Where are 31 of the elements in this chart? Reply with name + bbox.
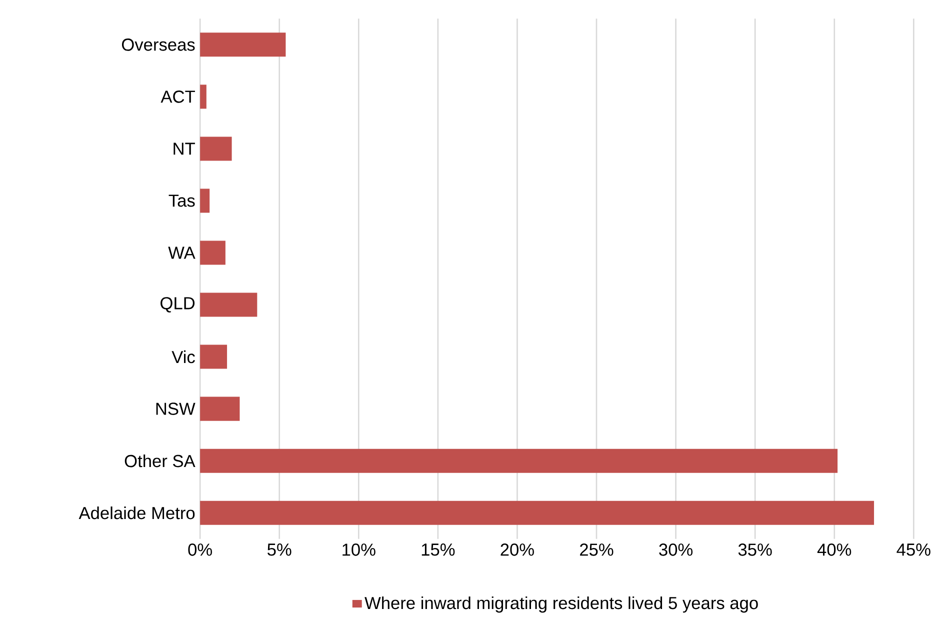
x-tick-label: 10% (342, 543, 376, 556)
x-tick-label: 35% (738, 543, 772, 556)
y-tick-label: ACT (160, 90, 195, 103)
x-tick-label: 15% (422, 543, 455, 556)
bar (200, 448, 838, 473)
x-tick-label: 40% (817, 543, 852, 556)
y-tick-label: QLD (160, 296, 195, 312)
bar (200, 136, 232, 161)
x-tick-label: 25% (580, 543, 614, 556)
x-tick-label: 45% (896, 543, 930, 556)
bar (200, 84, 206, 109)
bar (200, 500, 874, 525)
x-tick-label: 0% (188, 543, 212, 556)
y-tick-label: WA (168, 246, 196, 259)
bar (200, 240, 226, 265)
bar (200, 188, 210, 213)
y-tick-label: Overseas (122, 38, 195, 51)
y-tick-label: NSW (156, 402, 196, 415)
bar (200, 344, 228, 369)
y-tick-label: Tas (168, 194, 195, 207)
y-tick-label: NT (174, 142, 195, 155)
x-tick-label: 5% (268, 543, 292, 556)
bar (200, 396, 240, 421)
legend-label: Where inward migrating residents lived 5 years ago (364, 596, 758, 613)
y-tick-label: Other SA (124, 454, 196, 468)
x-tick-label: 20% (500, 543, 534, 556)
y-tick-label: Adelaide Metro (78, 506, 195, 520)
x-tick-label: 30% (659, 543, 693, 556)
y-tick-label: Vic (172, 350, 195, 364)
bar (200, 292, 258, 317)
bar (200, 32, 286, 57)
